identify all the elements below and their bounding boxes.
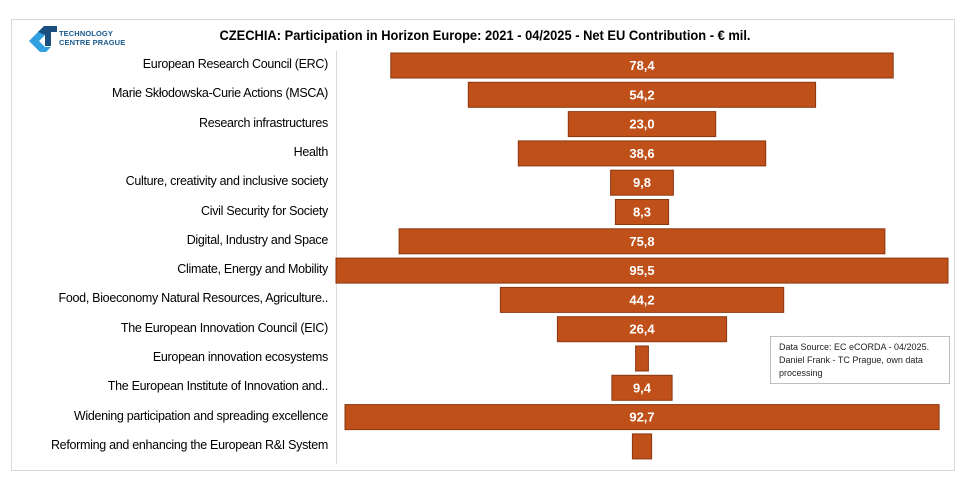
category-tick-label: Digital, Industry and Space bbox=[186, 232, 329, 247]
technology-centre-prague-logo-icon bbox=[29, 26, 57, 52]
bar bbox=[610, 169, 674, 196]
bar bbox=[567, 111, 717, 138]
bar bbox=[467, 81, 817, 108]
category-tick-label: Marie Skłodowska-Curie Actions (MSCA) bbox=[111, 86, 328, 101]
category-tick-label: Reforming and enhancing the European R&I… bbox=[50, 437, 328, 452]
bar-data-label: 38,6 bbox=[629, 146, 654, 161]
category-tick-label: European innovation ecosystems bbox=[152, 350, 328, 364]
bar-data-label: 92,7 bbox=[629, 410, 654, 425]
note-line-1: Data Source: EC eCORDA - 04/2025. bbox=[779, 342, 930, 352]
bar-data-label: 26,4 bbox=[629, 322, 655, 337]
logo-line-1: TECHNOLOGY bbox=[59, 29, 113, 38]
category-tick-label: Culture, creativity and inclusive societ… bbox=[125, 174, 329, 189]
bar bbox=[398, 228, 886, 255]
bar-data-label: 23,0 bbox=[629, 117, 654, 132]
bar bbox=[335, 257, 949, 284]
bar bbox=[631, 433, 653, 460]
bar-data-label: 9,4 bbox=[633, 380, 652, 395]
bar bbox=[611, 374, 673, 401]
bar bbox=[556, 316, 728, 343]
category-tick-label: European Research Council (ERC) bbox=[142, 57, 329, 71]
note-line-2: Daniel Frank - TC Prague, own data bbox=[779, 355, 923, 365]
chart-title: CZECHIA: Participation in Horizon Europe… bbox=[219, 27, 751, 43]
category-tick-label: The European Institute of Innovation and… bbox=[107, 379, 329, 394]
category-tick-label: Widening participation and spreading exc… bbox=[73, 408, 328, 423]
category-tick-label: Climate, Energy and Mobility bbox=[177, 262, 328, 277]
category-tick-label: Health bbox=[293, 144, 329, 159]
bar-data-label: 54,2 bbox=[629, 87, 654, 102]
note-line-3: processing bbox=[779, 368, 823, 378]
bar bbox=[344, 404, 940, 431]
bar bbox=[390, 52, 894, 79]
bar-data-label: 95,5 bbox=[629, 263, 654, 278]
bar-data-label: 8,3 bbox=[633, 205, 651, 220]
bar-data-label: 75,8 bbox=[629, 234, 654, 249]
bar-data-label: 78,4 bbox=[629, 58, 655, 73]
bar bbox=[517, 140, 767, 167]
bar bbox=[635, 345, 649, 372]
bar bbox=[614, 199, 670, 225]
category-tick-label: Research infrastructures bbox=[199, 115, 328, 130]
bar-data-label: 9,8 bbox=[633, 175, 651, 190]
bar-data-label: 44,2 bbox=[629, 292, 654, 307]
logo-line-2: CENTRE PRAGUE bbox=[59, 37, 126, 47]
category-tick-label: Civil Security for Society bbox=[201, 203, 328, 218]
logo-text: TECHNOLOGY CENTRE PRAGUE bbox=[59, 29, 126, 47]
bar bbox=[499, 286, 785, 313]
data-source-note: Data Source: EC eCORDA - 04/2025. Daniel… bbox=[770, 336, 950, 384]
category-axis-line bbox=[336, 51, 337, 464]
category-tick-label: The European Innovation Council (EIC) bbox=[120, 320, 328, 335]
category-tick-label: Food, Bioeconomy Natural Resources, Agri… bbox=[58, 291, 329, 306]
